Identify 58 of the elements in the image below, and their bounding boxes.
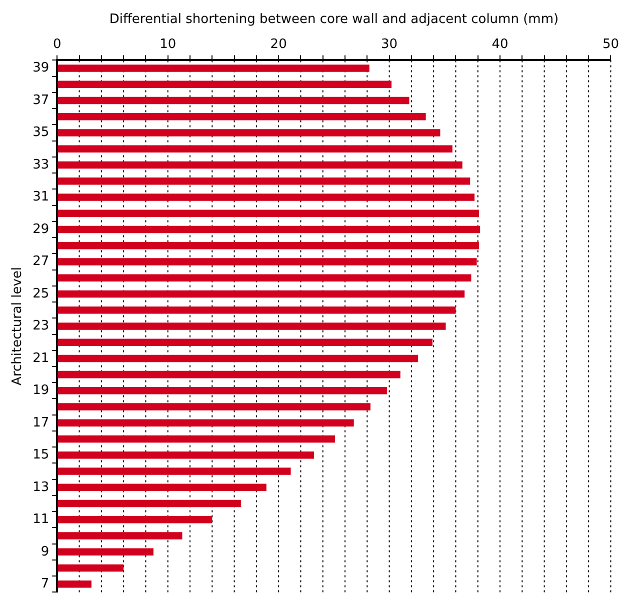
bar [58,403,370,410]
y-tick-label: 15 [32,448,50,463]
bar [58,129,440,136]
bar [58,242,479,250]
x-tick-label: 50 [602,36,619,52]
bar [58,564,124,572]
bar [58,468,291,475]
bar [58,419,354,427]
y-tick-label: 17 [32,415,50,430]
y-tick-label: 9 [40,544,50,560]
bar [58,80,392,88]
y-tick-label: 23 [32,318,50,334]
bar [58,322,446,330]
bar [58,177,470,185]
bar [58,532,182,540]
y-tick-label: 11 [32,512,50,528]
y-tick-label: 33 [32,157,50,172]
y-tick-label: 27 [32,254,50,270]
y-tick-label: 13 [32,480,50,495]
bar [58,274,472,282]
x-tick-label: 30 [381,36,398,52]
bar [58,484,266,492]
bar [58,500,241,508]
y-tick-label: 7 [40,576,50,592]
x-tick-label: 20 [270,36,287,52]
bar [58,435,336,443]
bar [58,210,479,217]
y-tick-label: 25 [32,286,50,302]
y-tick-label: 37 [32,92,50,108]
bar [58,161,462,169]
y-tick-label: 19 [32,383,50,398]
bar [58,64,370,72]
y-tick-label: 29 [32,222,50,237]
y-tick-label: 35 [32,125,50,140]
y-tick-label: 31 [32,190,50,205]
x-axis-title: Differential shortening between core wall and adjacent column (mm) [109,12,559,28]
y-tick-label: 39 [32,60,50,76]
bar [58,452,314,459]
bar [58,548,154,556]
bar [58,226,480,234]
x-tick-label: 0 [53,36,62,52]
bar [58,194,475,201]
bar [58,145,452,152]
x-tick-label: 10 [160,36,176,52]
y-axis-title: Architectural level [10,266,26,386]
bar [58,96,410,104]
bar [58,258,477,266]
bar [58,290,465,298]
bar [58,354,418,362]
bar [58,112,426,120]
bar [58,387,388,394]
bar [58,370,400,378]
bar [58,306,456,314]
bar [58,516,212,524]
y-tick-label: 21 [32,350,50,366]
x-tick-label: 40 [492,36,508,52]
bar [58,338,432,346]
bar [58,580,92,588]
